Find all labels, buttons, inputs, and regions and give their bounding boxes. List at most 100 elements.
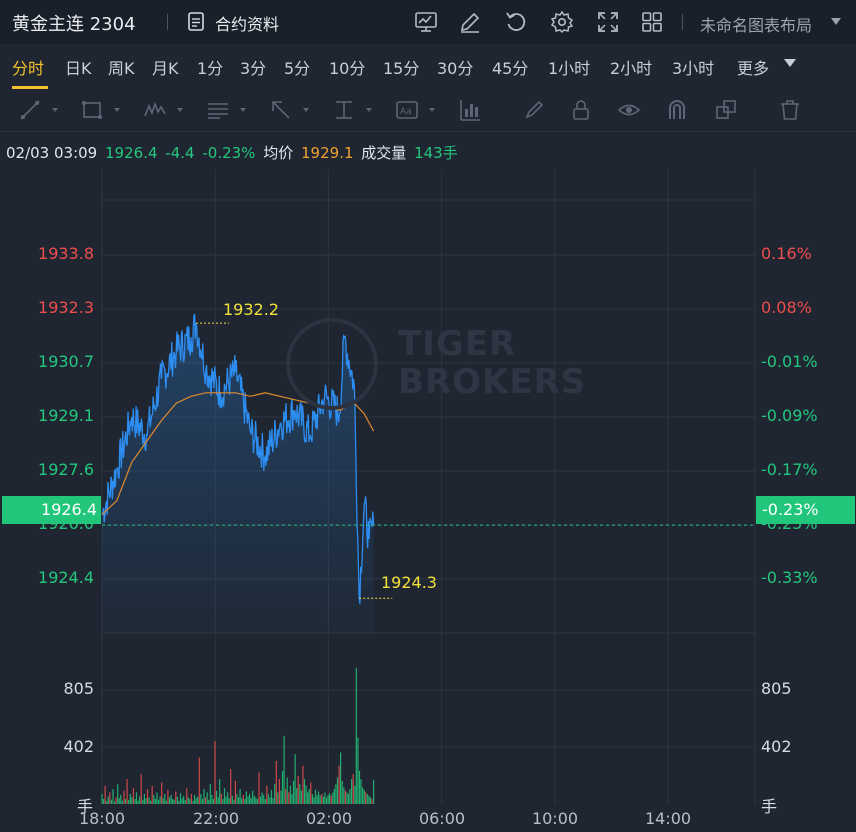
gear-icon[interactable] (550, 10, 574, 34)
volume-unit: 手 (77, 797, 94, 816)
pct-tick: 0.16% (761, 244, 812, 263)
tab-more[interactable]: 更多 (737, 59, 770, 78)
volume-bar (234, 780, 236, 804)
volume-bar (277, 792, 279, 804)
volume-bar (365, 792, 367, 804)
volume-bar (167, 789, 169, 804)
fibonacci-tool-icon[interactable] (206, 98, 230, 122)
volume-bar (233, 799, 235, 804)
lock-icon[interactable] (569, 98, 593, 122)
tab-period[interactable]: 30分 (437, 59, 474, 78)
time-tick: 02:00 (305, 809, 353, 828)
volume-bar (310, 782, 312, 804)
price-tick: 1924.4 (38, 568, 94, 587)
volume-bar (129, 794, 131, 804)
volume-bar (351, 779, 353, 804)
rectangle-tool-icon[interactable] (80, 98, 104, 122)
tab-period[interactable]: 15分 (383, 59, 420, 78)
layout-selector[interactable]: 未命名图表布局 (700, 16, 813, 35)
volume-bar (253, 795, 255, 804)
measure-tool-icon[interactable] (332, 98, 356, 122)
volume-bar (176, 796, 178, 804)
tab-period[interactable]: 45分 (492, 59, 529, 78)
tab-period[interactable]: 3小时 (672, 59, 715, 78)
volume-bar (239, 789, 241, 804)
volume-bar (118, 798, 120, 804)
volume-bar (285, 789, 287, 804)
trash-icon[interactable] (778, 98, 802, 122)
tab-period[interactable]: 10分 (329, 59, 366, 78)
tab-period[interactable]: 3分 (240, 59, 267, 78)
tab-period[interactable]: 1分 (197, 59, 224, 78)
tab-period[interactable]: 周K (108, 59, 135, 78)
text-tool-icon[interactable]: Aa (395, 98, 419, 122)
instrument-title[interactable]: 黄金主连 2304 (12, 14, 136, 35)
wave-tool-icon[interactable] (143, 98, 167, 122)
line-tool-icon[interactable] (18, 98, 42, 122)
chevron-down-icon[interactable] (429, 108, 435, 112)
volume-bar (156, 792, 158, 804)
volume-bar (322, 796, 324, 804)
tab-period[interactable]: 月K (152, 59, 179, 78)
volume-bar (205, 797, 207, 804)
volume-bar (269, 797, 271, 804)
fullscreen-icon[interactable] (596, 10, 620, 34)
volume-bar (181, 798, 183, 804)
chevron-down-icon[interactable] (784, 59, 796, 67)
magnet-icon[interactable] (665, 98, 689, 122)
volume-bar (307, 792, 309, 804)
clone-icon[interactable] (714, 98, 738, 122)
chart-settings-icon[interactable] (414, 10, 438, 34)
tab-period[interactable]: 5分 (284, 59, 311, 78)
volume-bar (252, 790, 254, 804)
tab-period[interactable]: 1小时 (548, 59, 591, 78)
volume-bar (201, 799, 204, 804)
brush-icon[interactable] (522, 98, 546, 122)
volume-bar (258, 772, 260, 804)
volume-bar (324, 792, 326, 804)
chevron-down-icon[interactable] (831, 18, 841, 25)
tab-period[interactable]: 2小时 (610, 59, 653, 78)
chevron-down-icon[interactable] (177, 108, 183, 112)
eye-icon[interactable] (617, 98, 641, 122)
volume-unit: 手 (761, 797, 778, 816)
volume-bar (121, 800, 123, 804)
edit-icon[interactable] (458, 10, 482, 34)
chevron-down-icon[interactable] (240, 108, 246, 112)
volume-bar (368, 795, 370, 804)
chevron-down-icon[interactable] (303, 108, 309, 112)
volume-bar (115, 797, 117, 804)
tab-period[interactable]: 分时 (12, 59, 45, 78)
volume-bar (219, 779, 221, 804)
refresh-icon[interactable] (504, 10, 528, 34)
volume-bar (300, 790, 302, 804)
contract-info-link[interactable]: 合约资料 (215, 15, 280, 34)
volume-bar (206, 792, 208, 804)
volume-bar (203, 789, 205, 804)
volume-bar (281, 770, 284, 804)
volume-bar (211, 794, 213, 804)
volume-bar (134, 799, 136, 804)
volume-bar (340, 752, 342, 804)
volume-bar (278, 779, 280, 804)
volume-bar (214, 740, 216, 804)
grid-layout-icon[interactable] (640, 10, 664, 34)
volume-bar (291, 794, 293, 804)
current-price-text: 1926.4 (41, 500, 97, 519)
avg-price: 1929.1 (301, 144, 354, 162)
volume-bar (354, 785, 356, 804)
arrow-tool-icon[interactable] (269, 98, 293, 122)
indicator-tool-icon[interactable] (458, 98, 482, 122)
volume-bar (173, 799, 175, 804)
volume-bar (263, 794, 265, 804)
tab-period[interactable]: 日K (65, 59, 92, 78)
volume-bar (151, 785, 153, 804)
low-annotation: 1924.3 (381, 573, 437, 592)
volume-bar (286, 777, 288, 804)
chevron-down-icon[interactable] (52, 108, 58, 112)
separator (167, 14, 168, 30)
chevron-down-icon[interactable] (366, 108, 372, 112)
chevron-down-icon[interactable] (114, 108, 120, 112)
volume-bar (272, 798, 274, 804)
